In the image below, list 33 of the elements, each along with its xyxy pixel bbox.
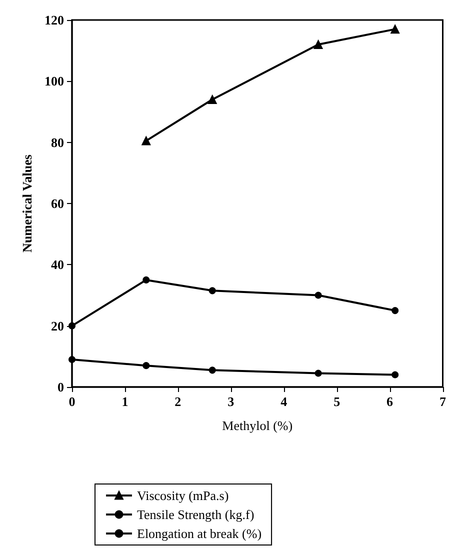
x-tick-label: 7 [440,394,446,409]
point [314,292,322,299]
legend-label: Viscosity (mPa.s) [137,488,229,503]
y-tick-label: 0 [58,380,64,394]
point [392,307,399,314]
x-tick-label: 5 [334,394,341,409]
point [142,276,150,284]
y-tick-label: 80 [51,134,64,150]
y-tick-label: 40 [51,257,64,272]
x-tick-label: 0 [68,394,76,409]
y-tick-label: 20 [51,318,64,334]
point [142,136,151,146]
x-tick-label: 2 [174,394,182,409]
x-tick-label: 6 [386,394,394,409]
point [208,366,216,374]
point [392,371,399,378]
point [68,356,76,363]
y-tick-label: 120 [44,12,64,28]
point [142,362,150,370]
point [208,287,216,294]
y-tick-label: 60 [51,196,64,211]
point [208,95,217,104]
x-tick-label: 1 [122,394,128,409]
legend-label: Tensile Strength (kg.f) [137,507,254,522]
x-tick-label: 4 [280,394,288,409]
y-axis-title: Numerical Values [20,154,35,252]
point [314,40,323,49]
point [390,24,400,34]
x-tick-label: 3 [228,394,235,409]
x-axis-title: Methylol (%) [222,418,293,433]
point [314,370,322,377]
y-tick-label: 100 [44,74,64,89]
legend-label: Elongation at break (%) [137,526,262,541]
